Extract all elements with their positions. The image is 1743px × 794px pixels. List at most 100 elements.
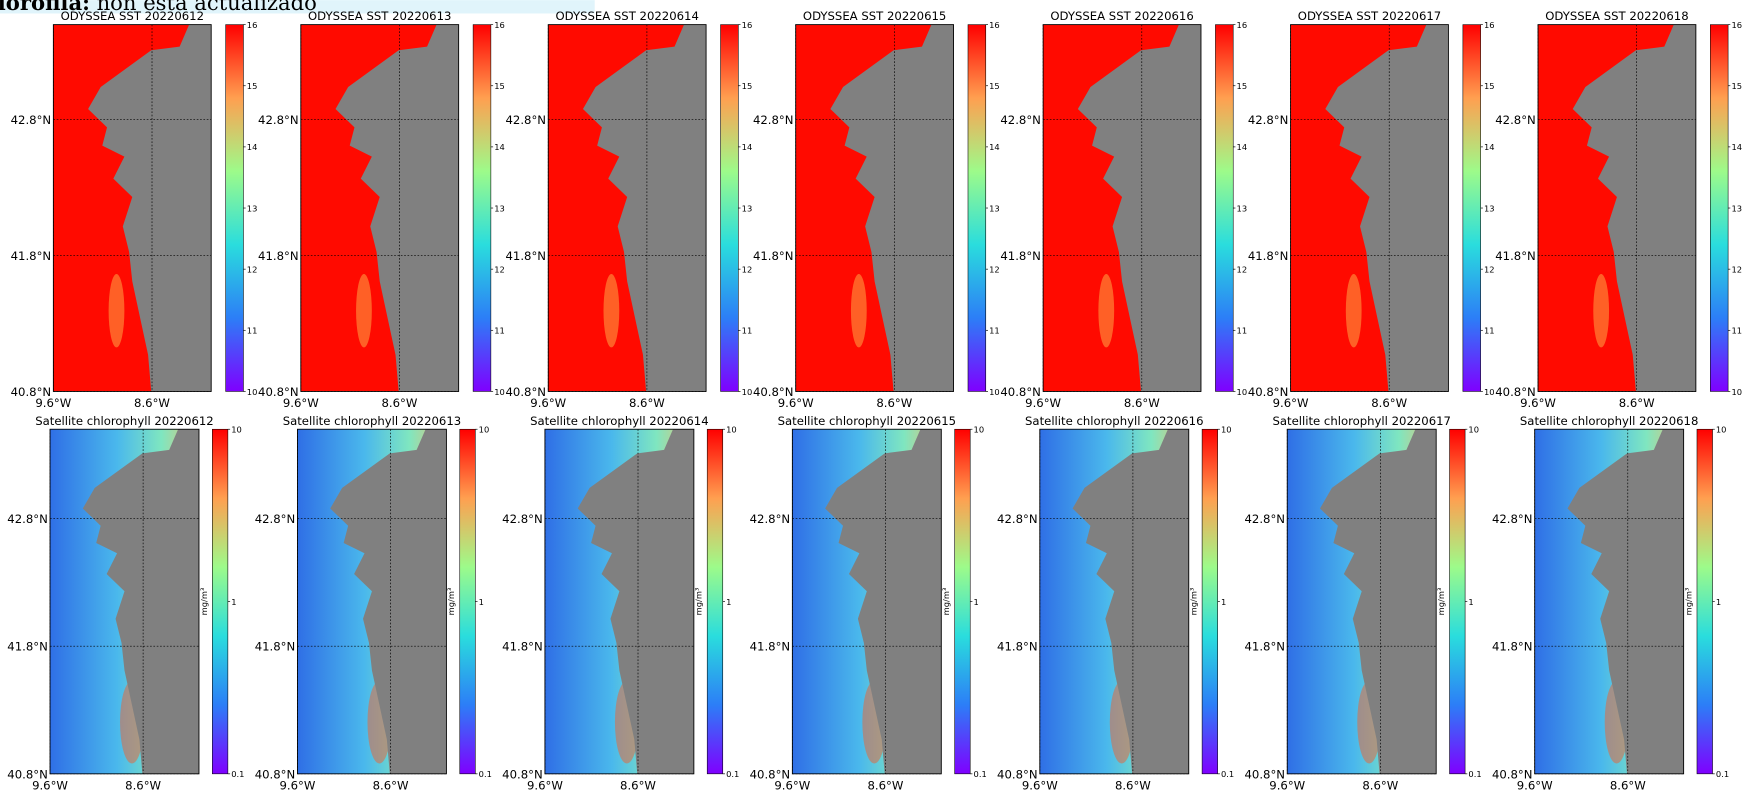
map-panel: 42.8°N 41.8°N 40.8°N9.6°W 8.6°W ODYSSEA SST … [1000, 9, 1247, 410]
panel-title: ODYSSEA SST 20220617 [1298, 9, 1441, 23]
colorbar-tick-label: 10 [726, 425, 737, 435]
colorbar [1710, 24, 1729, 392]
colorbar-tick-label: 13 [742, 203, 753, 213]
land [1077, 24, 1201, 392]
colorbar-unit: mg/m³ [1436, 588, 1446, 616]
colorbar-tick-label: 15 [494, 81, 505, 91]
lat-tick-label: 40.8°N [258, 385, 299, 399]
lat-tick-label: 40.8°N [506, 385, 547, 399]
panel-title: Satellite chlorophyll 20220613 [283, 414, 461, 428]
lon-tick-label: 8.6°W [382, 396, 418, 410]
colorbar-tick-label: 0.1 [974, 769, 987, 779]
colorbar [706, 428, 724, 775]
land [1567, 429, 1684, 774]
panel-title: Satellite chlorophyll 20220614 [530, 414, 708, 428]
land [1572, 24, 1696, 392]
colorbar-tick-label: 10 [1716, 425, 1727, 435]
colorbar-tick-label: 13 [1237, 203, 1248, 213]
lat-tick-label: 41.8°N [258, 249, 299, 263]
colorbar-tick-label: 12 [247, 265, 258, 275]
lon-tick-label: 9.6°W [774, 778, 810, 792]
colorbar-tick-label: 10 [989, 387, 1000, 397]
lon-tick-label: 9.6°W [1269, 778, 1305, 792]
lat-tick-label: 41.8°N [11, 249, 52, 263]
colorbar-tick-label: 15 [989, 81, 1000, 91]
lon-tick-label: 9.6°W [778, 396, 814, 410]
colorbar-tick-label: 1 [1221, 597, 1226, 607]
colorbar-unit: mg/m³ [1189, 588, 1199, 616]
lon-tick-label: 9.6°W [1517, 778, 1553, 792]
colorbar-tick-label: 11 [1731, 326, 1742, 336]
colorbar-tick-label: 13 [247, 203, 258, 213]
colorbar-tick-label: 15 [247, 81, 258, 91]
lat-tick-label: 42.8°N [1248, 113, 1289, 127]
lon-tick-label: 9.6°W [1022, 778, 1058, 792]
map-panel: 42.8°N 41.8°N 40.8°N9.6°W 8.6°W Satellite ch… [1492, 414, 1729, 793]
colorbar-tick-label: 11 [494, 326, 505, 336]
lon-tick-label: 8.6°W [373, 778, 409, 792]
lat-tick-label: 41.8°N [502, 640, 543, 654]
map-panel: 42.8°N 41.8°N 40.8°N9.6°W 8.6°W ODYSSEA SST … [11, 9, 258, 410]
lat-tick-label: 41.8°N [1000, 249, 1041, 263]
lon-tick-label: 8.6°W [1115, 778, 1151, 792]
colorbar-unit: mg/m³ [941, 588, 951, 616]
colorbar [1696, 428, 1713, 775]
lon-tick-label: 8.6°W [1610, 778, 1646, 792]
lat-tick-label: 40.8°N [750, 767, 791, 781]
colorbar-tick-label: 11 [247, 326, 258, 336]
lon-tick-label: 9.6°W [527, 778, 563, 792]
warm-patch [1593, 274, 1610, 348]
map-panel: 42.8°N 41.8°N 40.8°N9.6°W 8.6°W ODYSSEA SST … [753, 9, 1000, 410]
colorbar-tick-label: 10 [247, 387, 258, 397]
lat-tick-label: 41.8°N [255, 640, 296, 654]
warm-patch [1345, 274, 1362, 348]
lat-tick-label: 42.8°N [1245, 512, 1286, 526]
lon-tick-label: 8.6°W [620, 778, 656, 792]
colorbar-tick-label: 16 [494, 20, 505, 30]
colorbar-tick-label: 10 [1221, 425, 1232, 435]
land [830, 24, 954, 392]
lon-tick-label: 8.6°W [1619, 396, 1655, 410]
colorbar-tick-label: 16 [989, 20, 1000, 30]
colorbar-tick-label: 0.1 [479, 769, 492, 779]
lat-tick-label: 41.8°N [753, 249, 794, 263]
lat-tick-label: 41.8°N [7, 640, 48, 654]
lon-tick-label: 9.6°W [1025, 396, 1061, 410]
lat-tick-label: 40.8°N [753, 385, 794, 399]
colorbar-tick-label: 1 [726, 597, 731, 607]
colorbar [1462, 24, 1481, 392]
lat-tick-label: 42.8°N [997, 512, 1038, 526]
warm-patch [356, 274, 372, 348]
colorbar-tick-label: 10 [742, 387, 753, 397]
panel-title: ODYSSEA SST 20220614 [555, 9, 698, 23]
lat-tick-label: 41.8°N [1248, 249, 1289, 263]
colorbar-tick-label: 16 [742, 20, 753, 30]
header-bar [0, 0, 595, 14]
colorbar-tick-label: 11 [989, 326, 1000, 336]
colorbar [212, 428, 229, 775]
colorbar-tick-label: 12 [1237, 265, 1248, 275]
colorbar-tick-label: 0.1 [726, 769, 739, 779]
lon-tick-label: 8.6°W [134, 396, 170, 410]
lon-tick-label: 9.6°W [1273, 396, 1309, 410]
colorbar-tick-label: 16 [247, 20, 258, 30]
map-panel: 42.8°N 41.8°N 40.8°N9.6°W 8.6°W ODYSSEA SST … [258, 9, 505, 410]
colorbar-tick-label: 0.1 [1716, 769, 1729, 779]
lon-tick-label: 8.6°W [867, 778, 903, 792]
colorbar [954, 428, 971, 775]
lat-tick-label: 41.8°N [750, 640, 791, 654]
land [82, 429, 199, 774]
panel-title: ODYSSEA SST 20220618 [1545, 9, 1688, 23]
colorbar-tick-label: 10 [1484, 387, 1495, 397]
colorbar-tick-label: 16 [1237, 20, 1248, 30]
colorbar-tick-label: 14 [1237, 142, 1248, 152]
land [577, 429, 694, 774]
colorbar [720, 24, 739, 392]
lon-tick-label: 9.6°W [530, 396, 566, 410]
colorbar-tick-label: 15 [1731, 81, 1742, 91]
land [1320, 429, 1437, 774]
colorbar-tick-label: 11 [1237, 326, 1248, 336]
colorbar-tick-label: 10 [974, 425, 985, 435]
colorbar-tick-label: 10 [1731, 387, 1742, 397]
lat-tick-label: 40.8°N [997, 767, 1038, 781]
